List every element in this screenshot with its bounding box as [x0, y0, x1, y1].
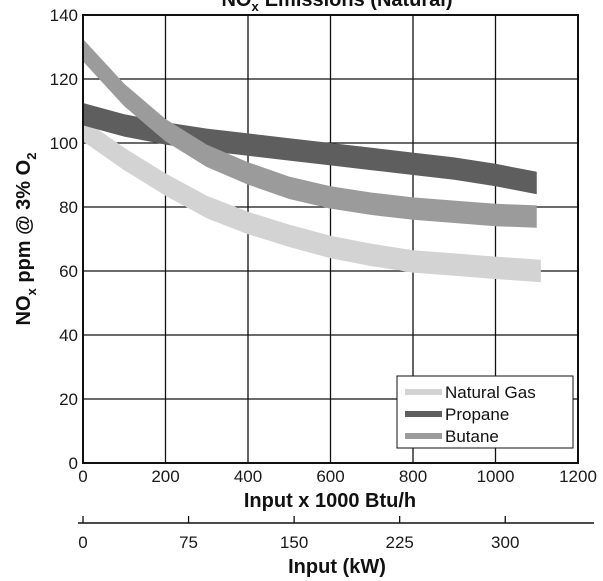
y-axis-title-rest: ppm @ 3% O [13, 160, 35, 288]
legend: Natural Gas Propane Butane [396, 375, 574, 449]
chart-title-rest: Emissions (Natural) [265, 0, 453, 11]
secondary-x-axis-title: Input (kW) [288, 556, 386, 578]
data-bands [83, 39, 541, 283]
y-axis-title-sub: x [24, 287, 39, 295]
x-tick-label: 800 [399, 467, 427, 486]
y-tick-label: 20 [59, 390, 78, 409]
y-tick-label: 40 [59, 326, 78, 345]
series-band-0 [83, 119, 541, 283]
series-band-1 [83, 103, 537, 195]
chart-title: NOx Emissions (Natural) [221, 0, 452, 14]
chart-title-sub: x [251, 0, 259, 14]
series-band-2 [83, 39, 537, 228]
y-tick-label: 60 [59, 262, 78, 281]
legend-label-0: Natural Gas [445, 383, 536, 402]
y-axis-title-main: NO [13, 295, 35, 325]
secondary-x-tick-label: 0 [78, 533, 87, 552]
x-tick-label: 400 [234, 467, 262, 486]
legend-entries: Natural Gas Propane Butane [405, 383, 536, 446]
y-tick-label: 0 [69, 454, 78, 473]
secondary-x-tick-label: 75 [179, 533, 198, 552]
legend-label-1: Propane [445, 405, 509, 424]
y-tick-label: 140 [50, 6, 78, 25]
secondary-x-tick-label: 150 [280, 533, 308, 552]
x-tick-label: 600 [316, 467, 344, 486]
secondary-x-tick-label: 300 [491, 533, 519, 552]
x-tick-label: 1200 [559, 467, 597, 486]
secondary-x-tick-label: 225 [385, 533, 413, 552]
y-tick-labels: 0 20 40 60 80 100 120 140 [50, 6, 78, 473]
chart-title-main: NO [221, 0, 251, 11]
legend-label-2: Butane [445, 427, 499, 446]
secondary-x-tick-labels: 0 75 150 225 300 [78, 533, 519, 552]
y-axis-title-sub2: 2 [24, 153, 39, 160]
y-tick-label: 120 [50, 70, 78, 89]
x-tick-label: 0 [78, 467, 87, 486]
y-tick-label: 100 [50, 134, 78, 153]
secondary-x-tick-marks [82, 516, 506, 523]
x-axis-title: Input x 1000 Btu/h [244, 490, 416, 512]
x-tick-label: 200 [151, 467, 179, 486]
plot-frame [82, 14, 579, 464]
y-tick-label: 80 [59, 198, 78, 217]
y-axis-title: NOx ppm @ 3% O2 [13, 153, 39, 326]
x-tick-labels: 0 200 400 600 800 1000 1200 [78, 467, 597, 486]
x-tick-label: 1000 [477, 467, 515, 486]
